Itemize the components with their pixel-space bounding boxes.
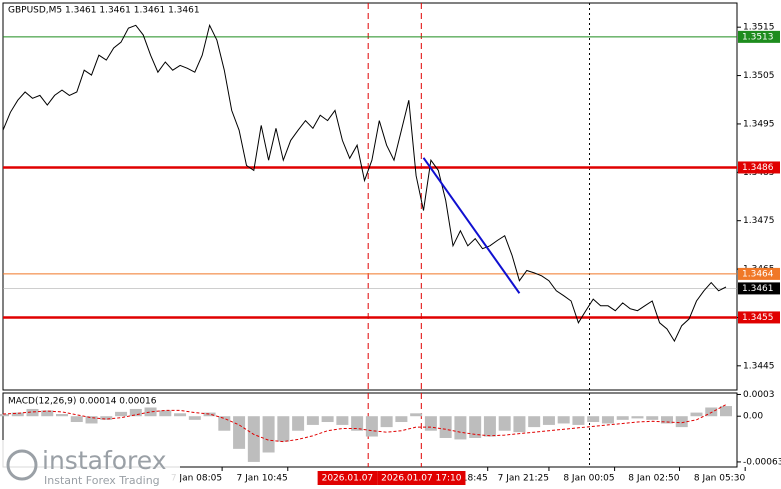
- x-tick-label: 7 Jan 21:25: [498, 474, 549, 484]
- histogram-bar: [203, 412, 216, 417]
- level-label-bg: [738, 282, 780, 295]
- histogram-bar: [646, 416, 659, 420]
- level-label: 1.3455: [742, 313, 774, 323]
- histogram-bar: [720, 406, 732, 417]
- histogram-bar: [159, 410, 172, 417]
- logo-bg: [0, 440, 180, 489]
- x-tick-label: 8 Jan 00:05: [563, 474, 614, 484]
- histogram-bar: [395, 416, 408, 423]
- histogram-bar: [572, 416, 585, 425]
- histogram-bar: [0, 414, 9, 417]
- histogram-bar: [601, 416, 614, 424]
- histogram-bar: [498, 416, 511, 431]
- y-tick-label: 0.00: [743, 412, 763, 422]
- histogram-bar: [306, 416, 319, 425]
- x-tick-label: 7 Jan 10:45: [237, 474, 288, 484]
- histogram-bar: [41, 410, 54, 417]
- histogram-bar: [660, 416, 673, 424]
- histogram-bar: [631, 416, 644, 419]
- y-tick-label: 1.3445: [743, 361, 775, 371]
- price-line: [2, 23, 727, 343]
- histogram-bar: [100, 416, 113, 420]
- histogram-bar: [365, 416, 378, 437]
- histogram-bar: [587, 416, 600, 423]
- level-label-bg: [738, 311, 780, 324]
- histogram-bar: [410, 413, 423, 417]
- histogram-bar: [144, 407, 157, 417]
- signal-line: [2, 404, 727, 443]
- y-tick-label: 1.3505: [743, 71, 775, 81]
- level-label-bg: [738, 267, 780, 280]
- y-tick-label: -0.00063: [743, 457, 781, 467]
- histogram-bar: [247, 416, 260, 462]
- histogram-bar: [218, 416, 231, 431]
- main-panel: [2, 2, 738, 391]
- histogram-bar: [351, 416, 364, 431]
- y-tick-label: 1.3515: [743, 23, 775, 33]
- chart-title: GBPUSD,M5 1.3461 1.3461 1.3461 1.3461: [8, 6, 200, 16]
- level-label: 1.3464: [742, 269, 774, 279]
- level-label: 1.3486: [742, 163, 774, 173]
- histogram-bar: [292, 416, 305, 431]
- logo-name: instaforex: [42, 446, 167, 475]
- histogram-bar: [705, 407, 718, 417]
- level-label-bg: [738, 161, 780, 174]
- histogram-bar: [233, 416, 246, 449]
- x-tick-label: 8 Jan 05:30: [694, 474, 746, 484]
- histogram-bar: [56, 414, 69, 417]
- histogram-bar: [424, 416, 437, 431]
- level-label: 1.3461: [742, 284, 774, 294]
- macd-panel: [2, 392, 738, 468]
- x-tick-label: 7 Jan 08:05: [171, 474, 222, 484]
- histogram-bar: [11, 412, 24, 417]
- histogram-bar: [70, 416, 83, 423]
- logo-tagline: Instant Forex Trading: [44, 474, 160, 487]
- histogram-bar: [528, 416, 541, 428]
- time-marker-bg: [317, 471, 378, 485]
- time-marker-label: 2026.01.07: [322, 474, 374, 484]
- histogram-bar: [26, 408, 39, 417]
- time-marker-bg: [377, 471, 466, 485]
- histogram-bar: [115, 411, 128, 417]
- logo: instaforex Instant Forex Trading: [0, 440, 180, 489]
- histogram-bar: [542, 416, 555, 425]
- logo-icon: [6, 449, 38, 481]
- macd-title: MACD(12,26,9) 0.00014 0.00016: [8, 397, 157, 407]
- x-tick-label: 8 Jan 02:50: [628, 474, 680, 484]
- histogram-bar: [439, 416, 452, 438]
- histogram-bar: [129, 408, 142, 417]
- histogram-bar: [262, 416, 275, 453]
- histogram-bar: [513, 416, 526, 433]
- time-marker-label: 2026.01.07 17:10: [381, 474, 462, 484]
- y-tick-label: 1.3475: [743, 216, 775, 226]
- histogram-bar: [469, 416, 482, 438]
- level-label-bg: [738, 30, 780, 43]
- histogram-bar: [336, 416, 349, 425]
- trend-line: [422, 157, 521, 294]
- histogram-bar: [483, 416, 496, 437]
- level-label: 1.3513: [742, 32, 774, 42]
- histogram-bar: [675, 416, 688, 428]
- histogram-bar: [616, 416, 629, 420]
- histogram-bar: [557, 416, 570, 424]
- histogram-bar: [277, 416, 290, 442]
- histogram-bar: [690, 412, 703, 417]
- histogram-bar: [380, 416, 393, 428]
- histogram-bar: [321, 416, 334, 423]
- y-tick-label: 1.3495: [743, 119, 775, 129]
- y-tick-label: 0.0003: [743, 390, 775, 400]
- histogram-bar: [85, 416, 98, 424]
- histogram-bar: [454, 416, 467, 440]
- histogram-bar: [188, 416, 201, 420]
- histogram-bar: [174, 413, 187, 417]
